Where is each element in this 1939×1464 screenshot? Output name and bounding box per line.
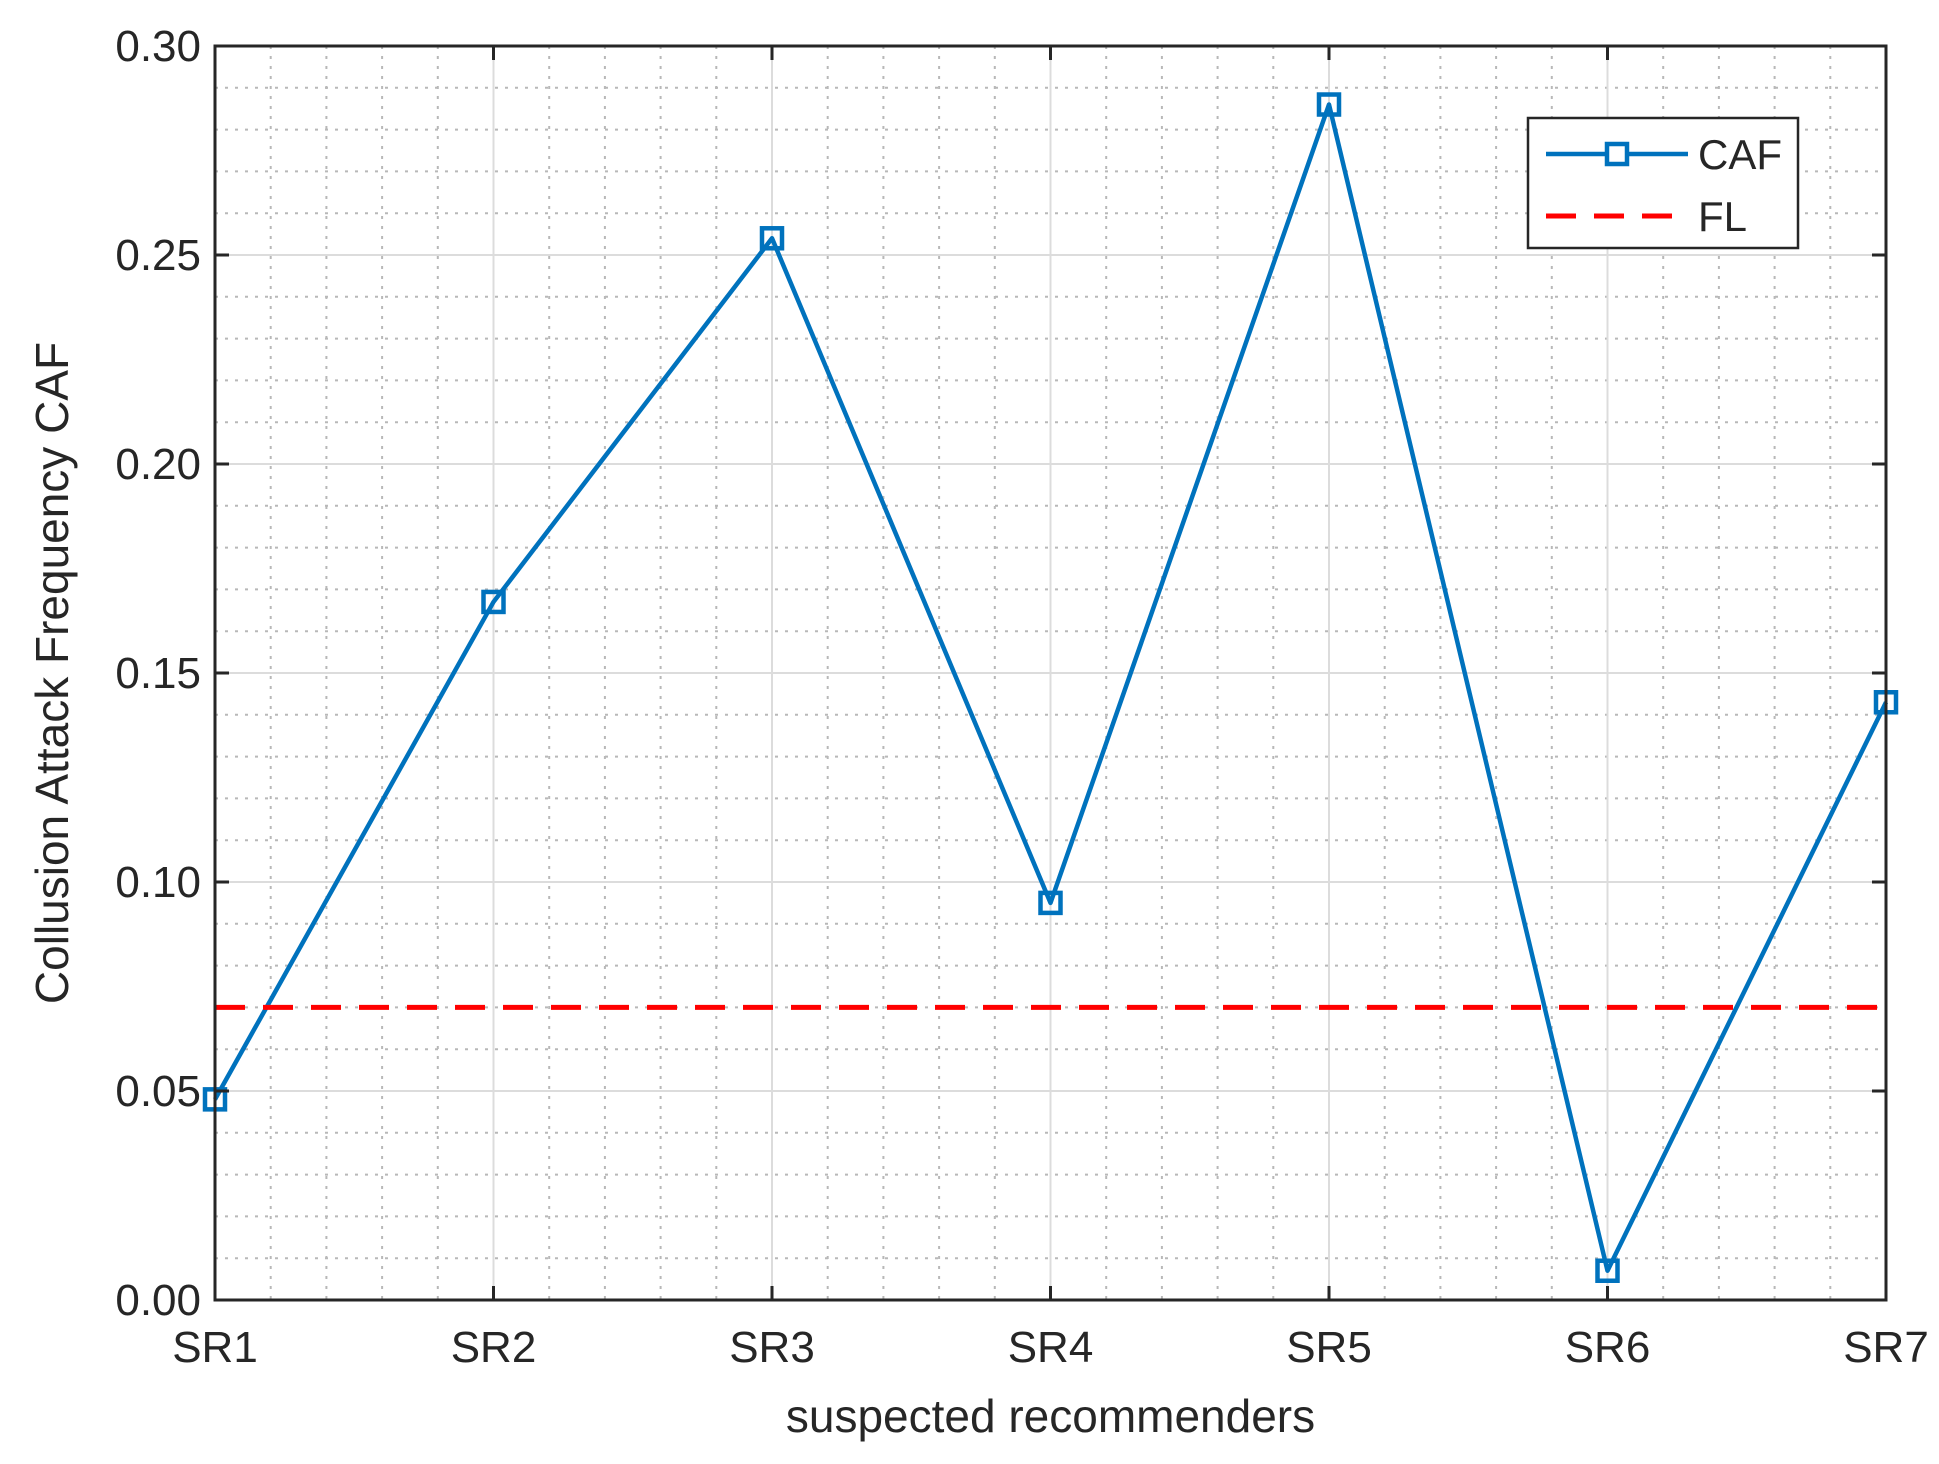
y-tick-label: 0.00: [115, 1276, 201, 1325]
data-point-caf: [1595, 1258, 1620, 1283]
x-tick-label: SR6: [1565, 1323, 1651, 1372]
y-tick-label: 0.30: [115, 22, 201, 71]
x-tick-label: SR2: [451, 1323, 537, 1372]
x-tick-label: SR5: [1286, 1323, 1372, 1372]
data-point-caf: [481, 589, 506, 615]
x-tick-label: SR4: [1008, 1323, 1094, 1372]
legend-entry-fl: FL: [1546, 193, 1747, 240]
series-line-caf: [213, 102, 1889, 1273]
data-point-caf: [1038, 890, 1063, 916]
legend-marker-caf: [1604, 141, 1630, 167]
x-axis-title: suspected recommenders: [786, 1390, 1315, 1442]
data-point-caf: [1316, 92, 1342, 117]
data-point-caf: [759, 226, 785, 251]
x-tick-label: SR3: [729, 1323, 815, 1372]
legend-label-fl: FL: [1698, 193, 1747, 240]
x-tick-label: SR7: [1843, 1323, 1929, 1372]
y-tick-label: 0.10: [115, 858, 201, 907]
axes: SR1 SR2 SR3 SR4 SR5 SR6 SR7 0.00 0.05 0.10 0.15 0.2…: [115, 22, 1928, 1372]
legend-entry-caf: CAF: [1546, 131, 1782, 178]
legend: CAF FL: [1526, 116, 1800, 250]
legend-label-caf: CAF: [1698, 131, 1782, 178]
y-tick-label: 0.05: [115, 1067, 201, 1116]
y-tick-label: 0.25: [115, 231, 201, 280]
y-axis-title: Collusion Attack Frequency CAF: [26, 342, 78, 1004]
x-tick-label: SR1: [172, 1323, 258, 1372]
y-tick-label: 0.20: [115, 440, 201, 489]
y-tick-label: 0.15: [115, 649, 201, 698]
legend-box: [1526, 116, 1800, 250]
